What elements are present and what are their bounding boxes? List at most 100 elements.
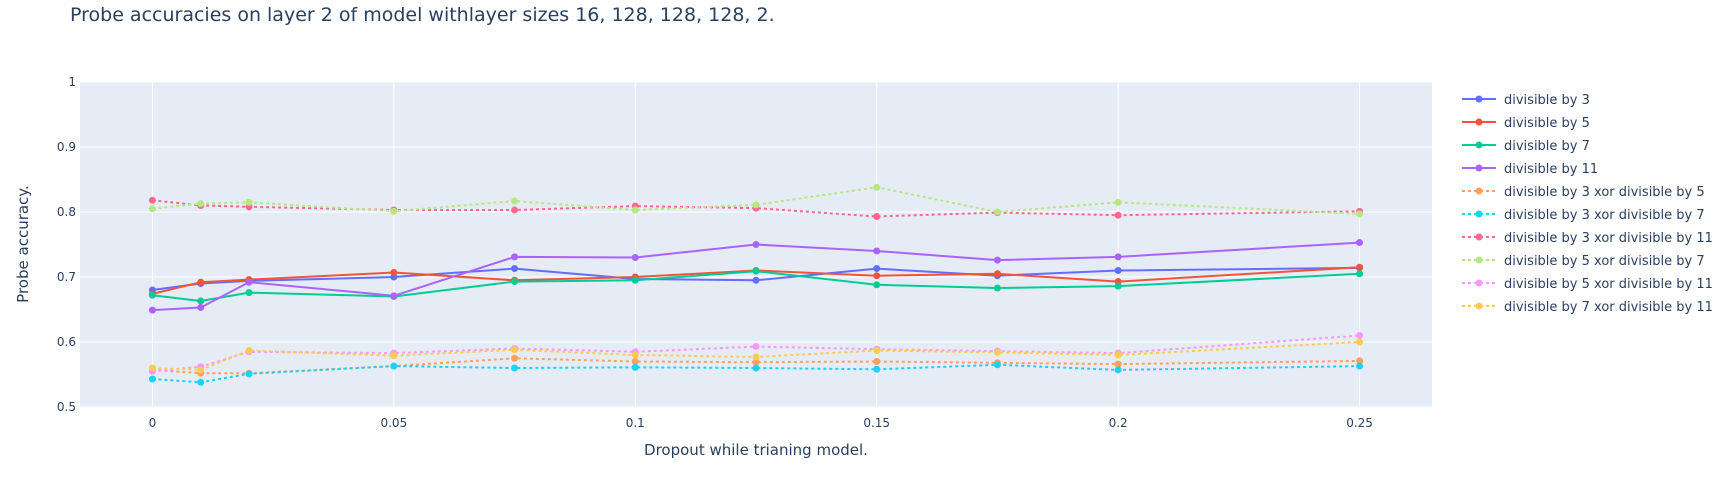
series-8	[148, 183, 1364, 218]
data-point	[245, 198, 253, 206]
data-point	[197, 378, 205, 386]
data-point	[993, 270, 1001, 278]
chart-title: Probe accuracies on layer 2 of model wit…	[70, 4, 775, 26]
x-tick-label: 0.1	[626, 416, 645, 430]
data-point	[631, 206, 639, 214]
legend-swatch-marker	[1475, 118, 1483, 126]
legend-item: divisible by 3	[1462, 93, 1590, 108]
data-point	[245, 278, 253, 286]
legend-label: divisible by 11	[1504, 162, 1598, 177]
data-point	[390, 207, 398, 215]
legend-swatch-marker	[1475, 256, 1483, 264]
data-point	[1114, 211, 1122, 219]
data-point	[752, 364, 760, 372]
data-point	[1356, 357, 1364, 365]
series-3	[148, 267, 1364, 305]
data-point	[511, 253, 519, 261]
data-point	[148, 306, 156, 314]
legend-swatch-marker	[1475, 164, 1483, 172]
data-point	[993, 348, 1001, 356]
data-point	[993, 361, 1001, 369]
legend-label: divisible by 3	[1504, 93, 1590, 108]
data-point	[511, 278, 519, 286]
series-4	[148, 239, 1364, 314]
series-line	[152, 199, 1360, 218]
data-point	[197, 366, 205, 374]
data-point	[1356, 332, 1364, 339]
data-point	[993, 256, 1001, 264]
data-point	[148, 375, 156, 383]
data-point	[631, 351, 639, 359]
axis-ticks: 0.5 0.6 0.7 0.8 0.9 1 0 0.05 0.1 0.15 0.2 0.25	[57, 75, 1373, 430]
data-point	[1114, 253, 1122, 261]
data-point	[390, 268, 398, 276]
data-point	[873, 346, 881, 354]
legend-label: divisible by 3 xor divisible by 5	[1504, 185, 1705, 200]
data-point	[511, 346, 519, 354]
data-point	[148, 364, 156, 372]
legend-label: divisible by 3 xor divisible by 7	[1504, 208, 1705, 223]
data-point	[511, 364, 519, 372]
series-line	[152, 186, 1360, 215]
data-point	[873, 272, 881, 280]
data-point	[752, 358, 760, 366]
y-tick-label: 0.5	[57, 400, 76, 414]
data-point	[1114, 360, 1122, 368]
series-line	[152, 357, 1360, 375]
legend-item: divisible by 5 xor divisible by 11	[1462, 277, 1713, 292]
data-point	[245, 289, 253, 297]
data-point	[631, 254, 639, 261]
x-tick-label: 0.05	[380, 416, 407, 430]
legend-label: divisible by 3 xor divisible by 11	[1504, 231, 1713, 246]
legend-item: divisible by 3 xor divisible by 5	[1462, 185, 1705, 200]
data-point	[752, 353, 760, 361]
legend-label: divisible by 5	[1504, 116, 1590, 131]
legend-item: divisible by 3 xor divisible by 7	[1462, 208, 1705, 223]
data-point	[993, 208, 1001, 216]
data-point	[511, 197, 519, 205]
legend: divisible by 3 divisible by 5 divisible by…	[1462, 93, 1713, 315]
data-point	[873, 183, 881, 191]
data-point	[245, 346, 253, 354]
data-point	[245, 370, 253, 378]
data-point	[993, 284, 1001, 292]
data-point	[511, 265, 519, 273]
data-point	[1114, 366, 1122, 374]
data-point	[1356, 239, 1364, 247]
data-point	[631, 276, 639, 284]
data-point	[197, 297, 205, 305]
legend-label: divisible by 5 xor divisible by 11	[1504, 277, 1713, 292]
data-point	[390, 362, 398, 370]
y-tick-label: 0.9	[57, 140, 76, 154]
data-point	[1356, 362, 1364, 370]
legend-swatch-marker	[1475, 187, 1483, 195]
data-point	[197, 278, 205, 286]
legend-item: divisible by 11	[1462, 162, 1598, 177]
y-tick-label: 0.6	[57, 335, 76, 349]
legend-label: divisible by 7 xor divisible by 11	[1504, 300, 1713, 315]
data-point	[873, 265, 881, 273]
data-point	[1356, 270, 1364, 278]
y-tick-label: 0.7	[57, 270, 76, 284]
data-point	[1356, 263, 1364, 271]
data-point	[873, 213, 881, 221]
data-point	[752, 276, 760, 284]
data-point	[752, 267, 760, 275]
data-point	[1114, 351, 1122, 359]
legend-item: divisible by 5	[1462, 116, 1590, 131]
legend-item: divisible by 3 xor divisible by 11	[1462, 231, 1713, 246]
data-point	[197, 304, 205, 312]
data-point	[390, 352, 398, 360]
legend-swatch-marker	[1475, 233, 1483, 241]
data-point	[1114, 267, 1122, 274]
x-tick-label: 0.2	[1109, 416, 1128, 430]
series-6	[148, 361, 1364, 386]
data-point	[752, 241, 760, 248]
data-point	[511, 206, 519, 214]
legend-item: divisible by 5 xor divisible by 7	[1462, 254, 1705, 269]
data-point	[1356, 210, 1364, 218]
y-axis-title: Probe accuracy.	[14, 185, 32, 303]
legend-swatch-marker	[1475, 302, 1483, 310]
data-point	[873, 358, 881, 365]
